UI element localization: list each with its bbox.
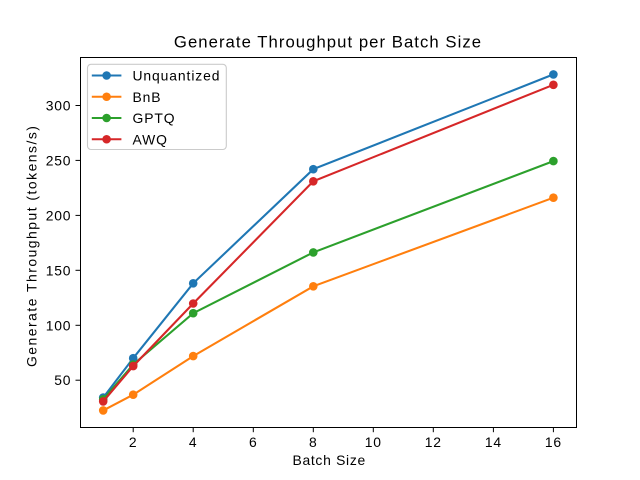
- svg-text:GPTQ: GPTQ: [133, 110, 176, 126]
- svg-text:10: 10: [365, 434, 382, 450]
- svg-text:8: 8: [309, 434, 318, 450]
- svg-text:AWQ: AWQ: [133, 131, 168, 147]
- svg-text:100: 100: [46, 317, 72, 333]
- svg-text:6: 6: [249, 434, 258, 450]
- svg-text:Batch Size: Batch Size: [292, 452, 365, 468]
- svg-text:200: 200: [46, 207, 72, 223]
- svg-text:12: 12: [425, 434, 442, 450]
- svg-text:Unquantized: Unquantized: [133, 68, 221, 84]
- svg-text:Generate Throughput per Batch: Generate Throughput per Batch Size: [174, 33, 482, 52]
- svg-text:Generate Throughput (tokens/s): Generate Throughput (tokens/s): [24, 125, 40, 367]
- svg-text:16: 16: [545, 434, 562, 450]
- svg-text:2: 2: [129, 434, 138, 450]
- svg-text:300: 300: [46, 98, 72, 114]
- svg-text:4: 4: [189, 434, 198, 450]
- svg-text:250: 250: [46, 152, 72, 168]
- svg-text:14: 14: [485, 434, 502, 450]
- svg-text:150: 150: [46, 262, 72, 278]
- svg-text:50: 50: [54, 372, 71, 388]
- svg-text:BnB: BnB: [133, 89, 162, 105]
